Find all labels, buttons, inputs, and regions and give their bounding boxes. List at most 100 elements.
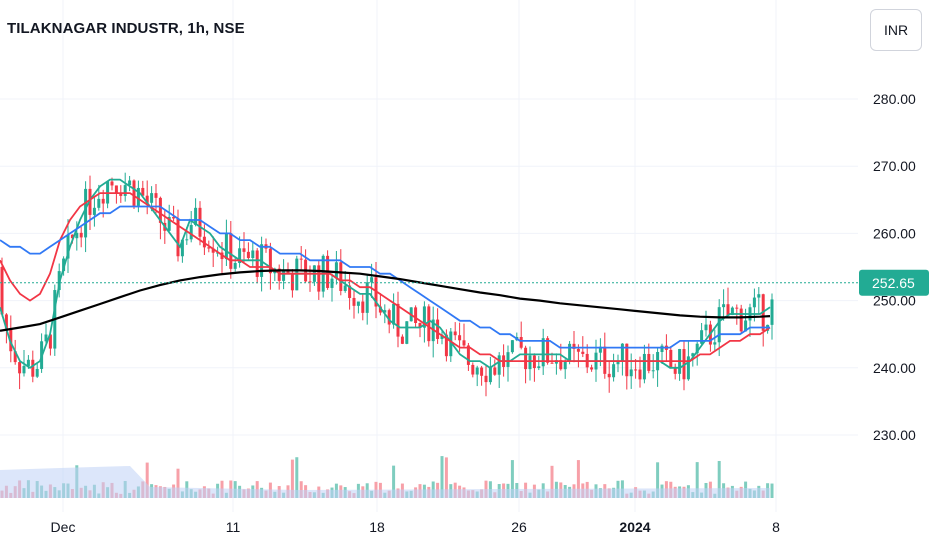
candle-body	[568, 343, 572, 362]
candle-body	[563, 361, 567, 370]
candle-body	[150, 193, 154, 203]
candle-body	[185, 239, 189, 241]
candle-body	[114, 185, 118, 194]
candle-body	[550, 362, 554, 364]
candle-body	[510, 340, 514, 353]
candle-body	[414, 307, 418, 324]
volume-bar	[440, 456, 444, 498]
candle-body	[0, 267, 4, 315]
y-tick-label: 230.00	[873, 427, 916, 443]
candle-body	[466, 345, 470, 365]
chart-title: TILAKNAGAR INDUSTR, 1h, NSE	[7, 20, 245, 37]
y-tick-label: 240.00	[873, 360, 916, 376]
candle-body	[66, 234, 70, 259]
last-price-value: 252.65	[872, 275, 915, 291]
candle-body	[18, 362, 22, 374]
candle-body	[612, 364, 616, 378]
candle-body	[695, 343, 699, 354]
candle-body	[13, 351, 17, 363]
candle-body	[576, 348, 580, 352]
candle-body	[62, 258, 66, 272]
candle-body	[141, 187, 145, 196]
candle-body	[458, 335, 462, 341]
time-axis: Dec 11 18 26 2024 8	[51, 519, 781, 535]
candle-body	[224, 233, 228, 260]
candle-body	[132, 180, 136, 206]
candle-body	[713, 342, 717, 345]
candle-body	[136, 187, 140, 206]
candle-body	[317, 265, 321, 292]
candle-body	[88, 188, 92, 215]
candle-body	[546, 338, 550, 363]
candle-body	[22, 366, 26, 374]
candle-body	[528, 355, 532, 370]
candle-body	[726, 304, 730, 316]
chart-grid	[0, 0, 858, 512]
candle-body	[158, 197, 162, 223]
candle-body	[343, 285, 347, 292]
candle-body	[453, 331, 457, 336]
candle-body	[123, 185, 127, 196]
candle-body	[229, 233, 233, 269]
candle-body	[167, 216, 171, 231]
currency-button[interactable]: INR	[870, 9, 922, 51]
price-axis: 280.00 270.00 260.00 250.00 240.00 230.00	[873, 91, 916, 443]
candle-body	[172, 216, 176, 219]
candle-body	[180, 239, 184, 257]
candle-body	[436, 319, 440, 339]
candle-body	[97, 198, 101, 208]
candle-body	[277, 268, 281, 281]
candle-body	[9, 328, 13, 352]
candle-body	[405, 321, 409, 344]
candle-body	[669, 349, 673, 367]
candle-body	[616, 361, 620, 365]
volume-bar	[176, 468, 180, 498]
candle-body	[598, 346, 602, 353]
volume-bar	[717, 460, 721, 498]
candle-body	[75, 232, 79, 239]
candle-body	[422, 306, 426, 328]
candle-body	[607, 373, 611, 378]
candle-body	[757, 294, 761, 298]
candle-body	[4, 314, 8, 329]
candle-body	[647, 353, 651, 371]
candle-body	[189, 224, 193, 240]
candle-body	[348, 285, 352, 298]
candle-body	[686, 356, 690, 380]
candle-body	[48, 334, 52, 349]
candle-body	[524, 347, 528, 370]
candle-body	[642, 353, 646, 380]
candle-body	[392, 303, 396, 325]
volume-bar	[656, 462, 660, 498]
candle-body	[365, 282, 369, 313]
candle-body	[396, 303, 400, 337]
candle-body	[400, 336, 404, 344]
volume-bar	[770, 483, 774, 498]
candle-body	[691, 353, 695, 357]
candle-body	[110, 181, 114, 186]
candle-body	[339, 262, 343, 292]
candle-body	[739, 308, 743, 332]
candle-body	[440, 334, 444, 339]
moving-average-line	[0, 205, 770, 349]
candle-body	[383, 310, 387, 313]
volume-ma-area	[0, 466, 770, 498]
candle-body	[629, 369, 633, 377]
candle-body	[352, 297, 356, 306]
candle-body	[370, 277, 374, 283]
candle-body	[44, 334, 48, 342]
candle-body	[84, 188, 88, 238]
candle-body	[251, 250, 255, 259]
candle-body	[207, 247, 211, 249]
candle-body	[233, 262, 237, 269]
candle-body	[194, 207, 198, 225]
last-price-badge	[859, 269, 929, 296]
candle-body	[119, 193, 123, 196]
candle-body	[35, 368, 39, 377]
candle-body	[484, 375, 488, 383]
volume-bar	[510, 460, 514, 498]
candle-body	[519, 337, 523, 348]
candle-body	[770, 299, 774, 325]
candle-body	[290, 274, 294, 291]
